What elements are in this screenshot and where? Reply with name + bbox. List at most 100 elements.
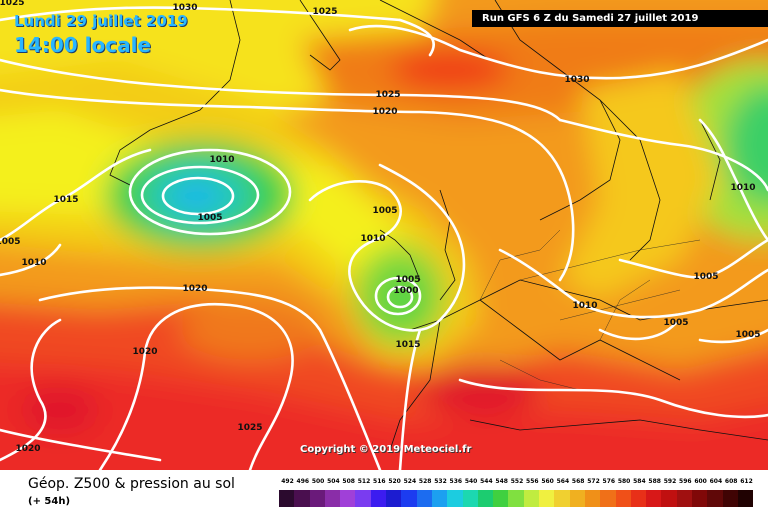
scale-swatch [584, 490, 601, 507]
scale-tick-label: 560 [541, 478, 554, 485]
scale-swatch [477, 490, 494, 507]
scale-swatch [294, 490, 310, 507]
scale-tick-label: 496 [296, 478, 310, 485]
scale-swatch [661, 490, 677, 507]
isobar-label: 1020 [372, 107, 398, 117]
scale-tick-label: 604 [709, 478, 723, 485]
isobar-label: 1025 [375, 90, 401, 100]
map-title: Géop. Z500 & pression au sol [28, 476, 235, 492]
isobar-label: 1015 [53, 195, 79, 205]
scale-tick-label: 600 [694, 478, 707, 485]
scale-tick-label: 592 [663, 478, 677, 485]
scale-swatch [416, 490, 432, 507]
isobar-label: 1025 [237, 423, 263, 433]
isobar-lines [0, 6, 768, 470]
scale-swatch [646, 490, 662, 507]
scale-tick-label: 544 [480, 478, 493, 485]
scale-swatch [569, 490, 585, 507]
scale-tick-label: 584 [633, 478, 646, 485]
isobar-label: 1025 [312, 7, 338, 17]
isobar-label: 1015 [395, 340, 421, 350]
scale-swatch [523, 490, 540, 507]
scale-tick-label: 596 [679, 478, 692, 485]
scale-tick-label: 580 [617, 478, 631, 485]
borders [479, 229, 701, 391]
scale-swatch [324, 490, 341, 507]
scale-swatch [355, 490, 371, 507]
isobar-label: 1000 [393, 286, 419, 296]
scale-tick-label: 552 [510, 478, 524, 485]
forecast-date: Lundi 29 juillet 2019 [14, 12, 188, 30]
scale-tick-label: 568 [571, 478, 585, 485]
isobar-label: 1010 [730, 183, 756, 193]
scale-tick-label: 612 [740, 478, 753, 485]
isobar-label: 1005 [395, 275, 421, 285]
isobar-label: 1020 [182, 284, 208, 294]
scale-tick-label: 500 [311, 478, 325, 485]
scale-swatch [401, 490, 417, 507]
scale-swatch [554, 490, 570, 507]
scale-swatch [707, 490, 723, 507]
geopotential-pressure-map [0, 0, 768, 470]
scale-swatch [493, 490, 509, 507]
isobar-label: 1025 [0, 0, 25, 8]
scale-tick-label: 536 [449, 478, 463, 485]
isobar-label: 1010 [572, 301, 598, 311]
scale-tick-label: 508 [342, 478, 355, 485]
scale-swatch [630, 490, 647, 507]
scale-swatch [462, 490, 478, 507]
scale-swatch [340, 490, 356, 507]
scale-tick-label: 608 [724, 478, 738, 485]
scale-tick-label: 492 [281, 478, 294, 485]
isobar-label: 1030 [172, 3, 198, 13]
isobar-label: 1005 [663, 318, 689, 328]
scale-tick-label: 532 [434, 478, 447, 485]
isobar-label: 1010 [21, 258, 47, 268]
scale-swatch [676, 490, 693, 507]
color-scale-labels: 492 496 500 504 508 512 516 520 524 528 532 536 540 5… [279, 478, 753, 488]
isobar-label: 1005 [735, 330, 761, 340]
color-scale-bar [279, 490, 754, 507]
color-scale: 492 496 500 504 508 512 516 520 524 528 532 536 540 5… [279, 478, 754, 510]
isobar-label: 1005 [693, 272, 719, 282]
scale-tick-label: 556 [526, 478, 539, 485]
isobar-label: 1020 [15, 444, 41, 454]
scale-tick-label: 520 [388, 478, 401, 485]
scale-swatch [539, 490, 555, 507]
scale-swatch [737, 490, 754, 507]
scale-tick-label: 588 [648, 478, 661, 485]
scale-swatch [615, 490, 631, 507]
geopotential-color-field [0, 0, 768, 470]
scale-swatch [431, 490, 448, 507]
scale-swatch [447, 490, 463, 507]
coastlines [109, 0, 768, 451]
scale-swatch [508, 490, 524, 507]
scale-tick-label: 528 [418, 478, 432, 485]
scale-tick-label: 576 [602, 478, 616, 485]
forecast-lead-time: (+ 54h) [28, 496, 71, 507]
isobar-label: 1005 [372, 206, 398, 216]
scale-tick-label: 512 [357, 478, 371, 485]
copyright-notice: Copyright © 2019 Meteociel.fr [300, 444, 472, 455]
scale-swatch [279, 490, 295, 507]
isobar-label: 1010 [209, 155, 235, 165]
scale-swatch [722, 490, 738, 507]
isobar-label: 1005 [197, 213, 223, 223]
forecast-time: 14:00 locale [14, 33, 151, 57]
scale-tick-label: 504 [327, 478, 340, 485]
isobar-label: 1005 [0, 237, 21, 247]
isobar-label: 1030 [564, 75, 590, 85]
scale-tick-label: 540 [464, 478, 478, 485]
scale-tick-label: 564 [556, 478, 570, 485]
scale-tick-label: 548 [495, 478, 508, 485]
scale-swatch [370, 490, 387, 507]
scale-tick-label: 516 [373, 478, 386, 485]
isobar-label: 1010 [360, 234, 386, 244]
run-info: Run GFS 6 Z du Samedi 27 juillet 2019 [472, 10, 768, 27]
scale-swatch [309, 490, 325, 507]
scale-swatch [600, 490, 616, 507]
isobar-label: 1020 [132, 347, 158, 357]
footer-legend: Géop. Z500 & pression au sol (+ 54h) 492… [0, 470, 768, 512]
scale-tick-label: 572 [587, 478, 600, 485]
